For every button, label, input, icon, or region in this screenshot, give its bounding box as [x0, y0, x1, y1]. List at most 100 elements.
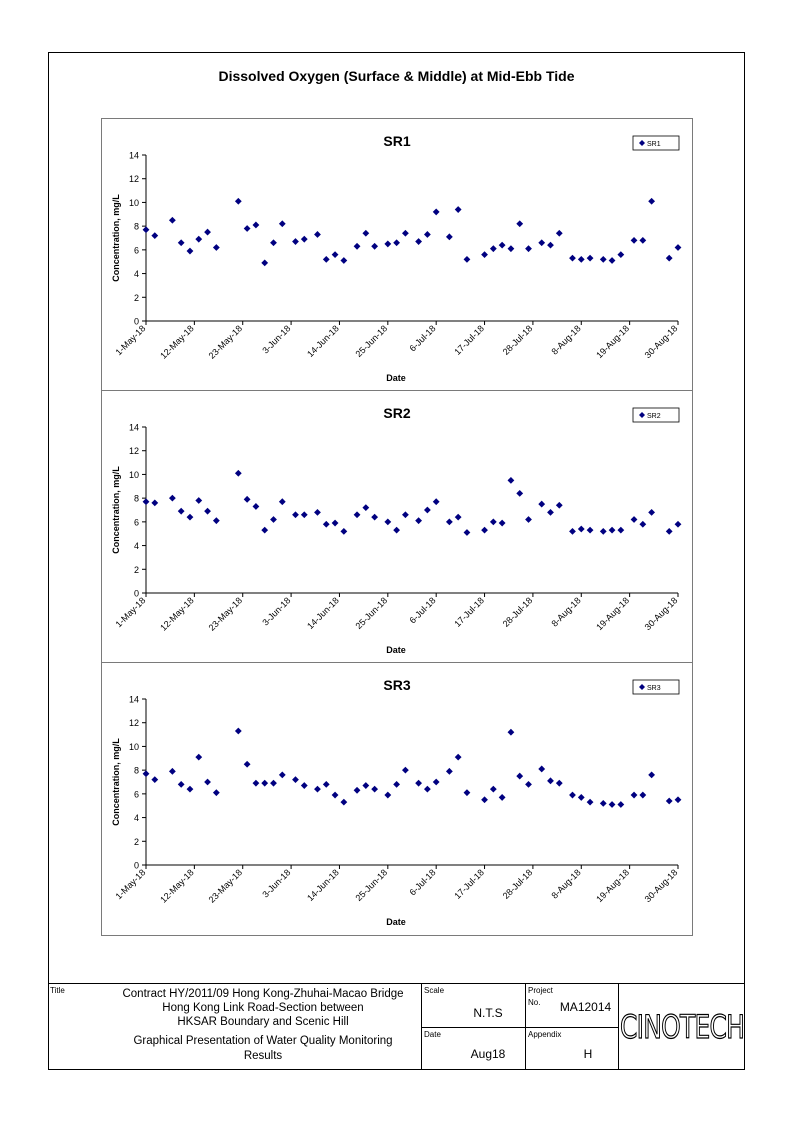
- x-tick-label: 6-Jul-18: [408, 595, 438, 625]
- data-point: [151, 232, 159, 240]
- y-tick-label: 12: [129, 718, 139, 728]
- data-point: [371, 513, 379, 521]
- data-point: [278, 220, 286, 228]
- data-point: [186, 785, 194, 793]
- x-tick-label: 28-Jul-18: [501, 323, 535, 357]
- data-point: [665, 527, 673, 535]
- data-point: [630, 791, 638, 799]
- data-point: [547, 777, 554, 785]
- data-point: [674, 520, 682, 528]
- y-tick-label: 14: [129, 151, 139, 161]
- data-point: [648, 508, 656, 516]
- data-point: [432, 498, 440, 506]
- project-no-caption: No.: [528, 998, 541, 1007]
- contract-title-line: Hong Kong Link Road-Section between: [162, 1002, 364, 1014]
- data-point: [142, 498, 150, 506]
- data-point: [234, 469, 242, 477]
- data-point: [204, 228, 211, 236]
- data-point: [402, 511, 409, 519]
- x-tick-label: 1-May-18: [113, 323, 147, 357]
- y-tick-label: 2: [134, 565, 139, 575]
- data-point: [322, 520, 330, 528]
- data-point: [384, 240, 392, 248]
- data-point: [300, 235, 308, 243]
- data-point: [432, 778, 440, 786]
- y-tick-label: 8: [134, 766, 139, 776]
- x-tick-label: 30-Aug-18: [643, 867, 680, 904]
- x-tick-label: 19-Aug-18: [594, 323, 631, 360]
- data-point: [463, 789, 471, 797]
- data-point: [384, 518, 392, 526]
- data-point: [322, 255, 330, 263]
- data-point: [665, 254, 673, 262]
- y-tick-label: 8: [134, 494, 139, 504]
- data-point: [252, 779, 260, 787]
- data-point: [432, 208, 440, 216]
- x-tick-label: 17-Jul-18: [452, 595, 486, 629]
- data-point: [489, 785, 497, 793]
- x-tick-label: 17-Jul-18: [452, 867, 486, 901]
- data-point: [507, 728, 515, 736]
- y-tick-label: 4: [134, 269, 139, 279]
- data-point: [648, 197, 656, 205]
- x-tick-label: 25-Jun-18: [354, 867, 390, 903]
- data-point: [353, 786, 361, 794]
- chart-divider: [101, 662, 693, 663]
- scale-value: N.T.S: [473, 1006, 503, 1020]
- x-tick-label: 3-Jun-18: [260, 867, 292, 899]
- y-axis-label: Concentration, mg/L: [111, 194, 121, 282]
- appendix-value: H: [583, 1047, 593, 1061]
- data-point: [393, 239, 401, 247]
- data-point: [243, 760, 251, 768]
- legend-box: [632, 679, 680, 695]
- data-point: [278, 498, 286, 506]
- data-point: [498, 519, 506, 527]
- data-point: [617, 801, 625, 808]
- data-point: [538, 239, 546, 247]
- data-point: [415, 517, 422, 525]
- data-point: [577, 525, 585, 533]
- data-point: [314, 785, 321, 793]
- data-point: [186, 247, 194, 255]
- data-point: [454, 513, 462, 521]
- data-point: [586, 798, 594, 806]
- data-point: [516, 220, 524, 228]
- page-frame: [48, 52, 745, 1070]
- x-tick-label: 8-Aug-18: [549, 867, 582, 900]
- data-point: [481, 526, 488, 534]
- data-point: [142, 770, 150, 778]
- project-no-value: MA12014: [559, 1000, 612, 1014]
- x-tick-label: 23-May-18: [207, 323, 244, 360]
- data-point: [212, 517, 220, 525]
- legend-marker: [639, 412, 645, 418]
- data-point: [569, 527, 576, 535]
- x-tick-label: 12-May-18: [158, 867, 195, 904]
- data-point: [608, 526, 616, 534]
- data-point: [353, 511, 361, 519]
- data-point: [569, 791, 576, 799]
- data-point: [331, 251, 339, 258]
- data-point: [630, 236, 638, 244]
- data-point: [674, 796, 682, 804]
- y-tick-label: 4: [134, 813, 139, 823]
- data-point: [371, 242, 379, 250]
- x-tick-label: 6-Jul-18: [408, 323, 438, 353]
- data-point: [270, 239, 277, 247]
- date-caption: Date: [424, 1030, 441, 1039]
- subtitle-line: Graphical Presentation of Water Quality …: [133, 1035, 393, 1047]
- x-tick-label: 14-Jun-18: [305, 867, 341, 903]
- title-caption: Title: [50, 986, 65, 995]
- data-point: [608, 257, 616, 264]
- y-axis-label: Concentration, mg/L: [111, 738, 121, 826]
- x-tick-label: 25-Jun-18: [354, 595, 390, 631]
- legend-marker: [639, 684, 645, 690]
- data-point: [481, 251, 488, 258]
- data-point: [195, 497, 203, 504]
- date-value: Aug18: [470, 1047, 506, 1061]
- data-point: [538, 500, 546, 508]
- y-tick-label: 10: [129, 470, 139, 480]
- data-point: [463, 529, 471, 536]
- data-point: [555, 779, 563, 787]
- data-point: [507, 476, 515, 484]
- data-point: [525, 245, 532, 253]
